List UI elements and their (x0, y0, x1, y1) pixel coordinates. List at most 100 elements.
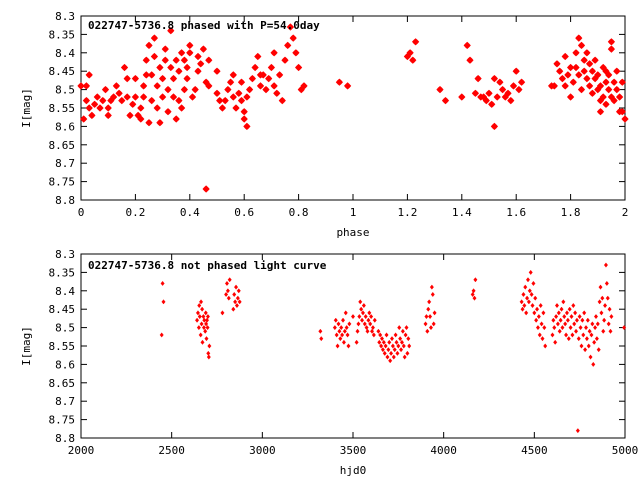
unphased-data-point (385, 354, 390, 360)
phased-data-point (607, 38, 616, 46)
unphased-data-point (372, 317, 377, 323)
unphased-data-point (519, 299, 524, 305)
unphased-data-point (234, 284, 239, 290)
unphased-data-point (427, 299, 432, 305)
phased-data-point (221, 96, 229, 105)
phased-data-point (550, 82, 558, 90)
phased-data-point (139, 82, 148, 90)
unphased-data-point (203, 328, 208, 334)
unphased-data-point (358, 299, 363, 305)
unphased-data-point (200, 339, 205, 345)
phased-data-point (602, 78, 610, 86)
phased-data-point (194, 67, 202, 75)
phased-data-point (129, 100, 137, 108)
unphased-data-point (543, 343, 548, 349)
unphased-data-point (159, 332, 164, 338)
unphased-data-point (554, 314, 559, 320)
phased-data-point (183, 74, 191, 83)
phased-data-point (615, 93, 624, 101)
unphased-data-point (360, 310, 365, 316)
phased-data-point (488, 100, 496, 108)
unphased-data-point (195, 310, 200, 316)
phased-ytick-label: 8.35 (49, 28, 76, 41)
unphased-data-point (531, 280, 536, 286)
phased-data-point (150, 52, 159, 61)
phased-data-point (406, 49, 414, 57)
phased-data-point (153, 82, 161, 90)
unphased-data-point (525, 295, 530, 301)
unphased-data-point (366, 317, 371, 323)
phased-plot-xlabel: phase (336, 226, 369, 239)
unphased-data-point (377, 339, 382, 345)
unphased-data-point (534, 317, 539, 323)
unphased-data-point (622, 325, 627, 331)
phased-ytick-label: 8.65 (49, 139, 76, 152)
unphased-data-point (335, 343, 340, 349)
phased-data-point (123, 74, 131, 83)
unphased-data-point (344, 325, 349, 331)
unphased-data-point (528, 269, 533, 275)
phased-xtick-label: 0 (78, 206, 85, 219)
phased-xtick-label: 0.6 (234, 206, 254, 219)
phased-data-point (572, 63, 580, 72)
unphased-data-point (540, 336, 545, 342)
unphased-ytick-label: 8.55 (49, 340, 76, 353)
phased-data-point (278, 96, 286, 105)
phased-data-point (251, 63, 259, 72)
phased-data-point (411, 38, 420, 46)
unphased-data-point (231, 306, 236, 312)
phased-xtick-label: 0.4 (180, 206, 200, 219)
phased-data-point (618, 108, 626, 116)
unphased-data-point (569, 314, 574, 320)
phased-plot-points (77, 23, 629, 193)
unphased-data-point (557, 328, 562, 334)
unphased-data-point (561, 299, 566, 305)
unphased-data-point (220, 310, 225, 316)
phased-data-point (572, 49, 580, 57)
phased-data-point (126, 111, 134, 120)
unphased-data-point (601, 328, 606, 334)
unphased-data-point (592, 339, 597, 345)
phased-data-point (175, 67, 183, 75)
phased-data-point (142, 71, 150, 79)
phased-data-point (229, 93, 237, 101)
phased-data-point (237, 96, 246, 105)
phased-data-point (281, 56, 289, 64)
phased-data-point (588, 89, 597, 97)
unphased-data-point (581, 332, 586, 338)
unphased-data-point (404, 325, 409, 331)
unphased-data-point (605, 295, 610, 301)
unphased-data-point (584, 336, 589, 342)
unphased-data-point (396, 343, 401, 349)
phased-data-point (90, 100, 99, 108)
unphased-data-point (428, 314, 433, 320)
unphased-data-point (471, 288, 476, 294)
phased-data-point (270, 82, 278, 90)
phased-xtick-label: 1.2 (397, 206, 417, 219)
phased-data-point (82, 82, 91, 90)
unphased-data-point (199, 299, 204, 305)
phased-data-point (82, 96, 91, 105)
unphased-data-point (575, 428, 580, 434)
unphased-data-point (551, 317, 556, 323)
unphased-data-point (554, 302, 560, 309)
unphased-data-point (347, 321, 352, 327)
unphased-data-point (206, 350, 211, 356)
unphased-data-point (574, 317, 579, 323)
phased-ytick-label: 8.3 (55, 10, 75, 23)
unphased-data-point (161, 299, 166, 305)
unphased-data-point (225, 288, 230, 294)
unphased-data-point (376, 328, 381, 334)
unphased-data-point (392, 347, 397, 353)
unphased-data-point (341, 339, 346, 345)
unphased-ytick-label: 8.4 (55, 285, 75, 298)
phased-data-point (498, 85, 507, 94)
unphased-ytick-label: 8.75 (49, 414, 76, 427)
phased-data-point (180, 85, 189, 94)
phased-data-point (218, 104, 227, 112)
phased-data-point (148, 96, 156, 105)
phased-data-point (237, 78, 246, 86)
phased-data-point (273, 89, 281, 97)
phased-data-point (77, 82, 85, 90)
phased-data-point (142, 56, 150, 64)
